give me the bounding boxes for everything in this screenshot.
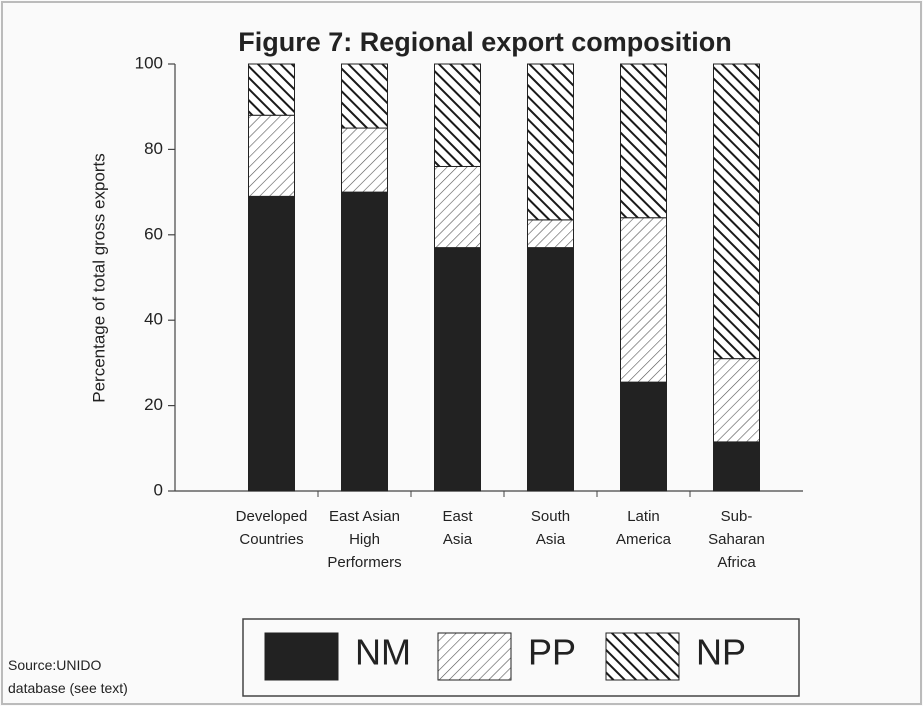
y-axis-label: Percentage of total gross exports (89, 153, 108, 402)
legend-swatch (264, 632, 339, 681)
bar-segment (341, 127, 388, 193)
bar-segment (341, 63, 388, 129)
x-tick-label-text: Sub-Saharan Africa (708, 508, 765, 571)
legend-label: PP (528, 632, 576, 673)
bar-segment (527, 219, 574, 249)
chart-title: Figure 7: Regional export composition (238, 27, 732, 57)
bar-segment (713, 441, 760, 492)
bar-segment (248, 63, 295, 116)
bar-segment (527, 63, 574, 221)
bar-segment (527, 247, 574, 492)
x-tick-label: Sub-Saharan Africa (690, 505, 783, 574)
x-tick-label-text: East Asian High Performers (327, 508, 402, 571)
y-tick-label: 60 (144, 224, 163, 243)
bar-segment (713, 358, 760, 443)
bar-segment (620, 63, 667, 219)
legend-swatch (437, 632, 512, 681)
bar-segment (248, 114, 295, 197)
x-tick-label-text: Developed Countries (235, 508, 308, 548)
x-tick-label: East Asian High Performers (318, 505, 411, 574)
bar-segment (434, 247, 481, 492)
y-tick-label: 0 (154, 480, 163, 499)
x-tick-label-text: Latin America (615, 508, 671, 548)
y-tick-label: 80 (144, 139, 163, 158)
bar-segment (620, 381, 667, 492)
legend-label: NM (355, 632, 411, 673)
bar-segment (248, 195, 295, 492)
x-tick-label: South Asia (504, 505, 597, 551)
y-tick-label: 20 (144, 395, 163, 414)
y-tick-label: 100 (135, 53, 163, 72)
x-tick-label: East Asia (411, 505, 504, 551)
x-tick-label: Latin America (597, 505, 690, 551)
x-tick-label: Developed Countries (225, 505, 318, 551)
legend-swatch (605, 632, 680, 681)
legend-label: NP (696, 632, 746, 673)
bar-segment (434, 63, 481, 167)
legend-box (242, 618, 800, 697)
bar-segment (620, 217, 667, 383)
bar-segment (341, 191, 388, 492)
bar-segment (713, 63, 760, 360)
x-tick-label-text: East Asia (442, 508, 473, 548)
source-note: Source:UNIDO database (see text) (8, 657, 128, 696)
x-tick-label-text: South Asia (530, 508, 571, 548)
y-tick-label: 40 (144, 310, 163, 329)
bar-segment (434, 165, 481, 249)
